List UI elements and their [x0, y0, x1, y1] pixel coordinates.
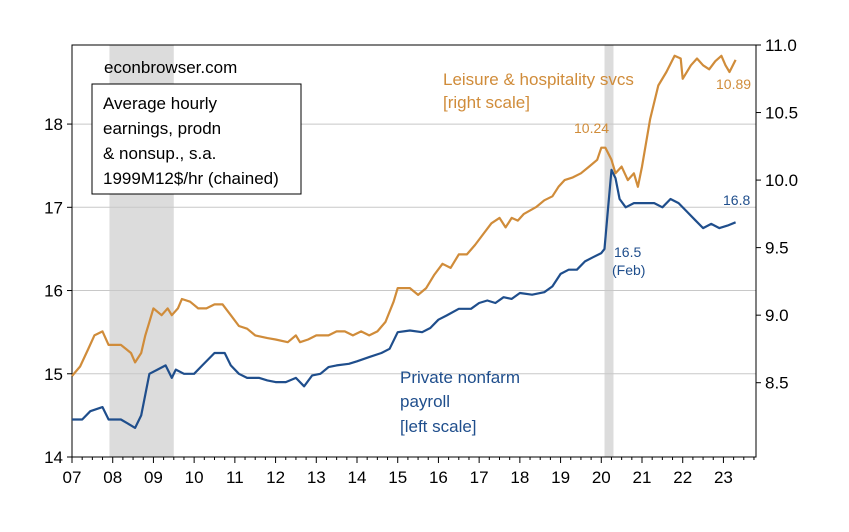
- right-tick-label-11.0: 11.0: [765, 36, 797, 55]
- title-line-4: 1999M12$/hr (chained): [103, 169, 279, 188]
- private-feb-month: (Feb): [612, 262, 645, 278]
- plot-frame: [71, 44, 757, 458]
- x-tick-label-07: 07: [63, 468, 82, 487]
- right-tick-label-9.0: 9.0: [765, 306, 789, 325]
- title-line-1: Average hourly: [103, 94, 218, 113]
- watermark: econbrowser.com: [104, 58, 237, 77]
- left-tick-label-18: 18: [44, 115, 63, 134]
- x-tick-label-18: 18: [510, 468, 529, 487]
- x-tick-label-19: 19: [551, 468, 570, 487]
- x-tick-label-11: 11: [226, 468, 244, 487]
- right-tick-label-9.5: 9.5: [765, 239, 789, 258]
- x-tick-label-17: 17: [470, 468, 489, 487]
- recession-band-1: [604, 45, 614, 457]
- right-tick-label-8.5: 8.5: [765, 374, 789, 393]
- title-box: [91, 83, 302, 195]
- series-layer: [71, 54, 737, 429]
- x-tick-label-10: 10: [185, 468, 204, 487]
- x-tick-label-15: 15: [388, 468, 407, 487]
- right-tick-label-10.0: 10.0: [765, 171, 798, 190]
- private-feb-value: 16.5: [614, 244, 641, 260]
- left-tick-label-17: 17: [44, 198, 63, 217]
- x-tick-label-16: 16: [429, 468, 448, 487]
- left-tick-label-16: 16: [44, 282, 63, 301]
- x-tick-label-13: 13: [307, 468, 326, 487]
- x-tick-label-22: 22: [673, 468, 692, 487]
- title-line-2: earnings, prodn: [103, 119, 221, 138]
- leisure-label-line-1: Leisure & hospitality svcs: [443, 70, 634, 89]
- private-label-line-3: [left scale]: [400, 417, 477, 436]
- x-tick-label-23: 23: [714, 468, 733, 487]
- left-tick-label-14: 14: [44, 448, 63, 467]
- x-tick-label-12: 12: [266, 468, 285, 487]
- series-line-private-nonfarm: [72, 168, 737, 429]
- series-line-leisure-hospitality: [71, 54, 737, 377]
- x-tick-label-08: 08: [103, 468, 122, 487]
- private-last-label: 16.8: [723, 192, 750, 208]
- leisure-label-line-2: [right scale]: [443, 93, 530, 112]
- title-line-3: & nonsup., s.a.: [103, 144, 216, 163]
- leisure-last-label: 10.89: [716, 76, 751, 92]
- private-label-line-2: payroll: [400, 392, 450, 411]
- x-tick-label-20: 20: [592, 468, 611, 487]
- axis-layer: 07 08 09 10 11 12 13 14 15 16 17 18 19 20 21 22 23 14 15 16…: [44, 36, 798, 487]
- right-tick-label-10.5: 10.5: [765, 104, 798, 123]
- left-tick-label-15: 15: [44, 365, 63, 384]
- x-tick-label-21: 21: [633, 468, 652, 487]
- private-label-line-1: Private nonfarm: [400, 368, 520, 387]
- x-tick-label-14: 14: [348, 468, 367, 487]
- leisure-peak-label: 10.24: [574, 120, 609, 136]
- x-tick-label-09: 09: [144, 468, 163, 487]
